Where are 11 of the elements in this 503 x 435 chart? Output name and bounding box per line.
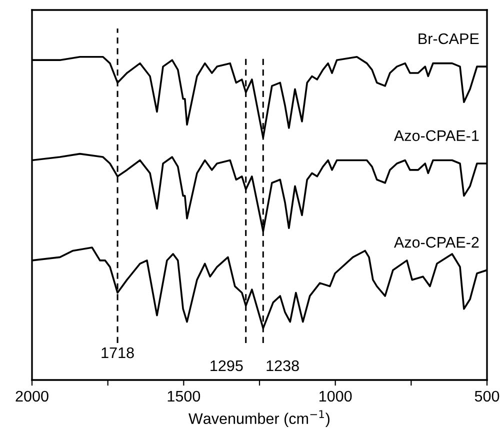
series-label: Azo-CPAE-1 [394,130,479,142]
ref-line-label: 1718 [102,347,134,358]
series-label: Br-CAPE [418,33,479,44]
ref-line-label: 1295 [210,360,243,372]
x-tick-label: 1000 [320,390,352,402]
x-tick-label: 500 [474,390,500,402]
series-label: Azo-CPAE-2 [394,236,479,248]
ref-line-label: 1238 [266,360,299,372]
x-tick-label: 1500 [168,390,200,402]
x-tick-label: 2000 [16,390,48,402]
x-axis-title: Wavenumber (cm$^{−1}$) [188,410,330,428]
